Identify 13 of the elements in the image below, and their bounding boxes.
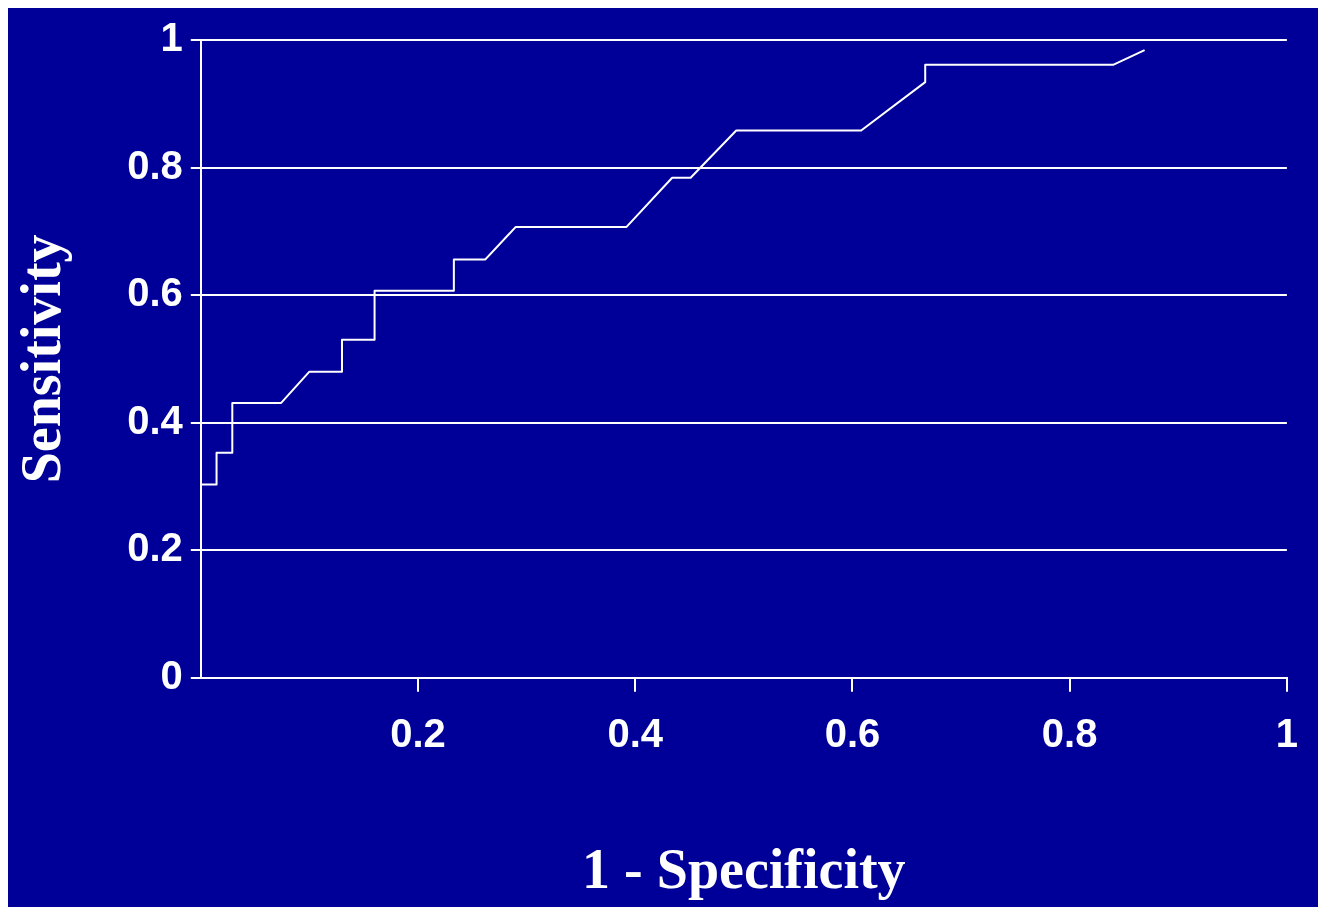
y-tick-label: 1 (160, 15, 183, 60)
x-axis-title: 1 - Specificity (582, 837, 906, 900)
y-axis-title: Sensitivity (10, 234, 73, 484)
y-tick-label: 0.2 (127, 525, 183, 570)
x-tick-label: 0.6 (824, 710, 881, 755)
x-tick-label: 0.2 (390, 710, 446, 755)
y-tick-label: 0.8 (127, 142, 183, 187)
x-tick-label: 0.8 (1041, 710, 1098, 755)
y-tick-label: 0 (160, 652, 183, 697)
x-tick-label: 1 (1275, 710, 1298, 755)
y-tick-label: 0.4 (127, 397, 184, 442)
y-tick-label: 0.6 (127, 270, 183, 315)
x-tick-label: 0.4 (607, 710, 664, 755)
